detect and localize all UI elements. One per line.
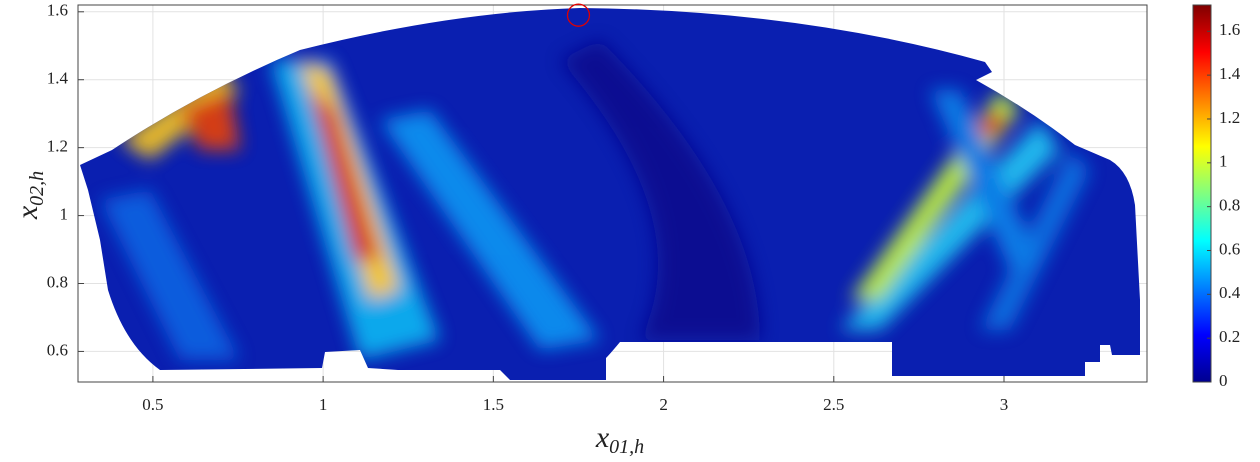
- x-tick-label: 2.5: [823, 395, 844, 414]
- y-tick-label: 0.6: [47, 340, 68, 359]
- colorbar-tick-label: 1.4: [1219, 64, 1241, 83]
- x-label-sub: 01,h: [609, 436, 644, 458]
- x-tick-label: 1: [319, 395, 328, 414]
- y-tick-label: 1.2: [47, 137, 68, 156]
- y-tick-label: 1.6: [47, 1, 68, 20]
- colorbar: [1192, 4, 1212, 383]
- x-tick-label: 1.5: [483, 395, 504, 414]
- colorbar-tick-label: 1: [1219, 152, 1228, 171]
- y-tick-label: 0.8: [47, 272, 68, 291]
- colorbar-tick-label: 1.2: [1219, 108, 1240, 127]
- colorbar-tick-label: 0.6: [1219, 239, 1240, 258]
- heatmap-field: [80, 8, 1140, 380]
- x-tick-label: 3: [1000, 395, 1009, 414]
- y-label-base: x: [11, 205, 44, 220]
- x-label-base: x: [595, 421, 610, 454]
- x-tick-label: 2: [659, 395, 668, 414]
- x-tick-label: 0.5: [142, 395, 163, 414]
- y-label-sub: 02,h: [26, 171, 48, 206]
- marker: [566, 3, 591, 27]
- colorbar-tick-label: 1.6: [1219, 20, 1240, 39]
- colorbar-tick-label: 0.4: [1219, 283, 1241, 302]
- y-axis-label: x02,h: [11, 171, 48, 220]
- colorbar-tick-label: 0: [1219, 371, 1228, 390]
- colorbar-tick-label: 0.8: [1219, 196, 1240, 215]
- axes-box: [77, 4, 1148, 383]
- colorbar-tick-label: 0.2: [1219, 327, 1240, 346]
- y-tick-label: 1: [60, 204, 69, 223]
- x-axis-label: x01,h: [595, 421, 644, 458]
- y-tick-label: 1.4: [47, 69, 69, 88]
